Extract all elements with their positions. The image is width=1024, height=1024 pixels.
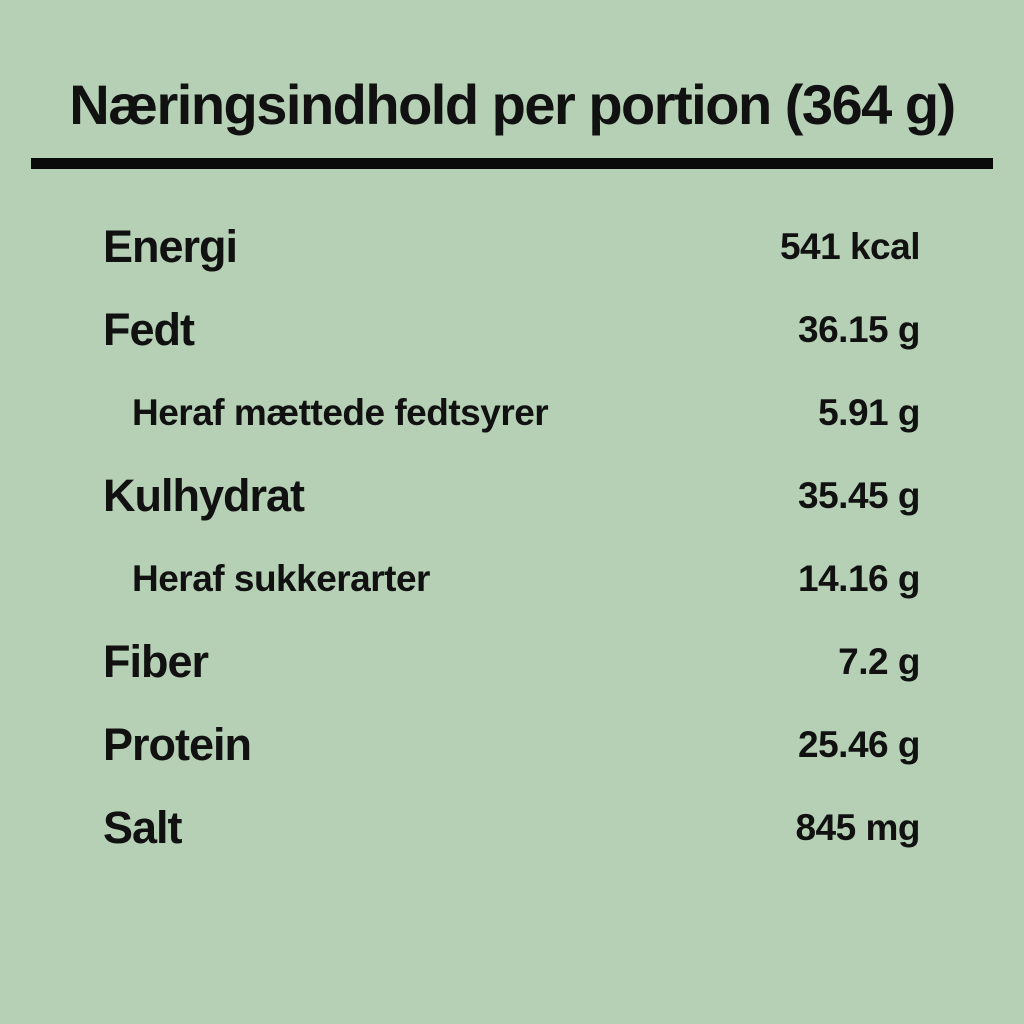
row-label: Heraf sukkerarter — [132, 557, 430, 599]
table-row: Heraf sukkerarter 14.16 g — [0, 537, 1024, 620]
title-divider — [31, 158, 993, 169]
table-row: Fiber 7.2 g — [0, 620, 1024, 703]
row-value: 541 kcal — [779, 225, 921, 267]
row-value: 5.91 g — [818, 391, 920, 433]
table-row: Protein 25.46 g — [0, 703, 1024, 786]
table-row: Kulhydrat 35.45 g — [0, 454, 1024, 537]
row-label: Energi — [103, 220, 238, 272]
row-label: Protein — [103, 718, 252, 770]
row-value: 7.2 g — [838, 640, 920, 682]
page-title: Næringsindhold per portion (364 g) — [69, 73, 956, 136]
table-row: Heraf mættede fedtsyrer 5.91 g — [0, 371, 1024, 454]
row-label: Heraf mættede fedtsyrer — [132, 391, 549, 433]
table-row: Energi 541 kcal — [0, 205, 1024, 288]
row-value: 14.16 g — [798, 557, 920, 599]
nutrition-table: Energi 541 kcal Fedt 36.15 g Heraf mætte… — [0, 205, 1024, 869]
row-label: Kulhydrat — [103, 469, 305, 521]
row-value: 25.46 g — [798, 723, 920, 765]
row-label: Fedt — [103, 303, 195, 355]
row-value: 36.15 g — [798, 308, 920, 350]
table-row: Fedt 36.15 g — [0, 288, 1024, 371]
row-label: Fiber — [103, 635, 209, 687]
row-label: Salt — [103, 801, 183, 853]
row-value: 35.45 g — [798, 474, 920, 516]
row-value: 845 mg — [795, 806, 920, 848]
table-row: Salt 845 mg — [0, 786, 1024, 869]
